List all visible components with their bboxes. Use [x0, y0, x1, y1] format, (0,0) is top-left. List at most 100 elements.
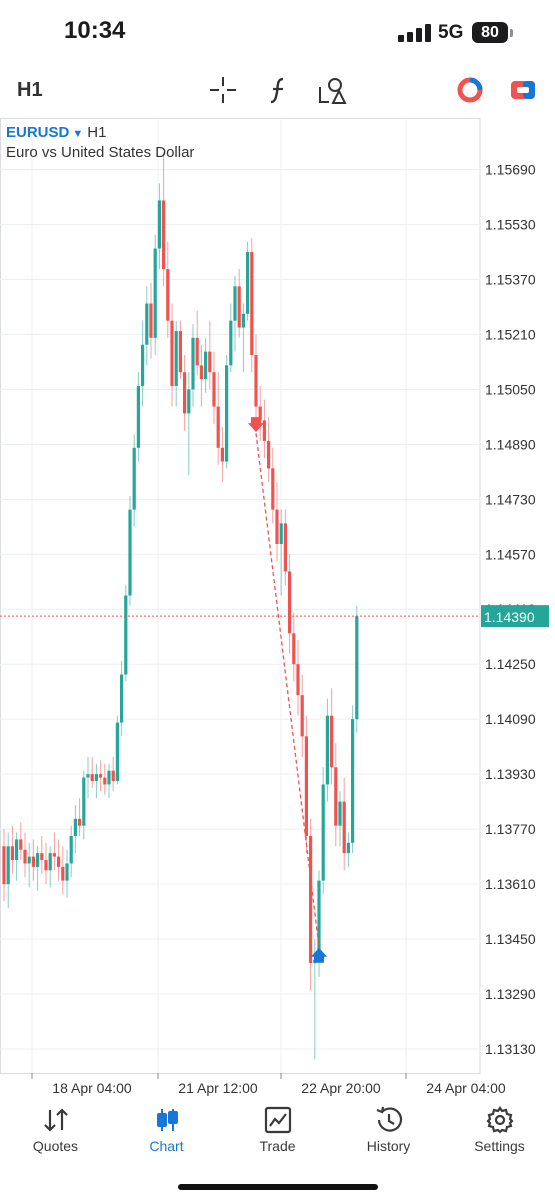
tab-settings[interactable]: Settings: [444, 1098, 555, 1168]
candle-body: [275, 509, 279, 544]
timeframe-button[interactable]: H1: [17, 79, 43, 101]
tab-history[interactable]: History: [333, 1098, 444, 1168]
candle-body: [52, 853, 56, 857]
y-tick-label: 1.14570: [485, 546, 536, 562]
candle-body: [36, 853, 40, 867]
candle-body: [283, 523, 287, 572]
battery-icon: 80: [472, 22, 508, 43]
candle-body: [304, 736, 308, 836]
candle-body: [153, 248, 157, 338]
candle-body: [271, 468, 275, 510]
y-tick-label: 1.13130: [485, 1041, 536, 1057]
trade-ticket-icon[interactable]: [507, 74, 539, 106]
history-icon: [376, 1106, 403, 1132]
candle-body: [229, 320, 233, 366]
candle-body: [99, 774, 103, 778]
candle-body: [208, 351, 212, 373]
current-price-tag: [481, 605, 549, 628]
candle-body: [111, 770, 115, 782]
candle-body: [107, 770, 111, 785]
y-tick-label: 1.14890: [485, 436, 536, 452]
candle-body: [141, 344, 145, 386]
tab-label: Quotes: [32, 1138, 79, 1154]
candle-body: [90, 774, 94, 782]
candle-body: [136, 385, 140, 448]
y-tick-label: 1.15690: [485, 162, 536, 178]
chart-canvas[interactable]: 1.15690 1.15530 1.15370 1.15210 1.15050 1.148…: [0, 118, 555, 1098]
candle-body: [6, 846, 10, 885]
candle-body: [317, 880, 321, 960]
tab-label: Trade: [259, 1138, 296, 1154]
x-tick-label: 18 Apr 04:00: [52, 1080, 132, 1096]
candle-body: [162, 200, 166, 270]
trade-link-line: [255, 433, 320, 947]
status-bar: 10:34 5G 80: [0, 0, 555, 62]
candle-body: [279, 523, 283, 544]
y-tick-label: 1.14090: [485, 711, 536, 727]
candle-body: [330, 715, 334, 768]
current-price-label: 1.14390: [484, 609, 535, 625]
candle-body: [246, 251, 250, 314]
candle-body: [149, 303, 153, 338]
candle-body: [338, 801, 342, 826]
candle-body: [321, 784, 325, 881]
candle-body: [31, 856, 35, 867]
chart-icon: [157, 1109, 178, 1131]
objects-icon[interactable]: [316, 74, 348, 106]
crosshair-icon[interactable]: [207, 74, 239, 106]
sell-arrow-icon: [248, 417, 264, 433]
tab-label: Chart: [149, 1138, 184, 1154]
candle-body: [61, 866, 65, 881]
price-chart[interactable]: 1.15690 1.15530 1.15370 1.15210 1.15050 1.148…: [0, 118, 555, 1098]
candle-body: [94, 774, 98, 782]
home-indicator: [178, 1184, 378, 1190]
candle-body: [128, 509, 132, 596]
candle-body: [216, 406, 220, 448]
y-tick-label: 1.13290: [485, 986, 536, 1002]
indicator-icon[interactable]: [263, 74, 295, 106]
candle-body: [296, 664, 300, 696]
candle-body: [166, 269, 170, 321]
symbol-dropdown-icon[interactable]: ▼: [72, 128, 84, 140]
status-time: 10:34: [64, 17, 126, 44]
candle-body: [204, 351, 208, 380]
candle-body: [262, 420, 266, 441]
candle-body: [78, 818, 82, 826]
x-tick-label: 22 Apr 20:00: [301, 1080, 381, 1096]
candle-body: [15, 839, 19, 861]
candle-body: [346, 842, 350, 854]
signal-icon: [398, 24, 432, 42]
candle-body: [355, 616, 359, 720]
battery-tip: [510, 29, 513, 37]
candle-body: [325, 715, 329, 785]
market-icon[interactable]: [454, 74, 486, 106]
trade-icon: [264, 1106, 292, 1134]
tab-chart[interactable]: Chart: [111, 1098, 222, 1168]
candle-body: [178, 330, 182, 373]
symbol-header[interactable]: EURUSD ▼ H1: [6, 124, 106, 141]
candle-body: [115, 722, 119, 782]
candle-body: [57, 856, 61, 867]
candle-body: [351, 719, 355, 843]
candle-body: [225, 365, 229, 462]
candle-body: [267, 440, 271, 469]
candle-body: [174, 330, 178, 386]
tab-quotes[interactable]: Quotes: [0, 1098, 111, 1168]
candle-body: [241, 313, 245, 328]
buy-arrow-icon: [311, 947, 327, 963]
candle-body: [309, 835, 313, 964]
candle-body: [258, 406, 262, 421]
candle-body: [23, 849, 27, 864]
candle-body: [300, 695, 304, 737]
x-tick-label: 21 Apr 12:00: [178, 1080, 258, 1096]
candle-body: [65, 863, 69, 881]
symbol-name[interactable]: EURUSD: [6, 124, 70, 141]
tab-trade[interactable]: Trade: [222, 1098, 333, 1168]
tab-label: History: [366, 1138, 411, 1154]
y-tick-label: 1.15370: [485, 271, 536, 287]
candle-body: [254, 355, 258, 407]
candle-body: [199, 365, 203, 380]
candle-body: [48, 853, 52, 871]
y-tick-label: 1.15210: [485, 326, 536, 342]
candle-body: [73, 818, 77, 836]
